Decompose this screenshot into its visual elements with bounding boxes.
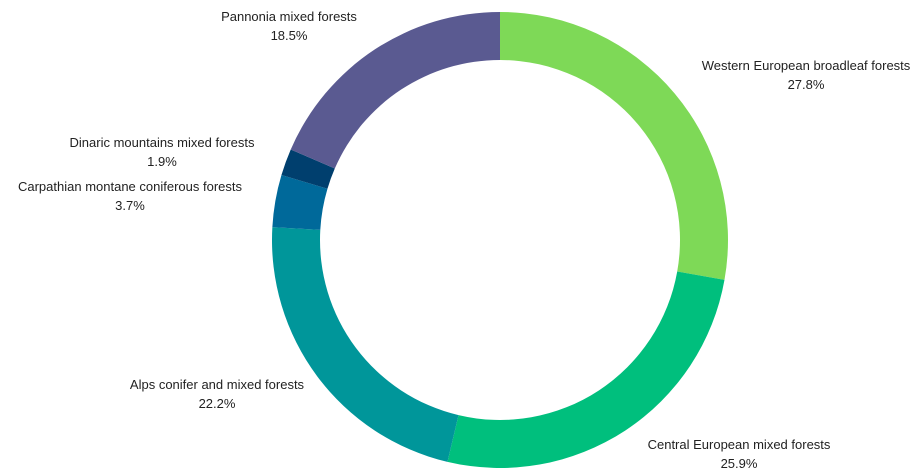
donut-slice-5[interactable] bbox=[290, 12, 500, 169]
slice-label-value-2: 22.2% bbox=[199, 396, 236, 411]
slice-label-name-4: Dinaric mountains mixed forests bbox=[70, 135, 255, 150]
slice-label-value-5: 18.5% bbox=[271, 28, 308, 43]
slice-label-value-3: 3.7% bbox=[115, 198, 145, 213]
donut-slice-3[interactable] bbox=[272, 175, 328, 230]
slice-label-value-4: 1.9% bbox=[147, 154, 177, 169]
slice-label-value-0: 27.8% bbox=[788, 77, 825, 92]
slices-layer bbox=[271, 12, 729, 469]
slice-label-value-1: 25.9% bbox=[721, 456, 758, 471]
slice-label-name-3: Carpathian montane coniferous forests bbox=[18, 179, 243, 194]
slice-label-name-1: Central European mixed forests bbox=[648, 437, 831, 452]
slice-label-name-2: Alps conifer and mixed forests bbox=[130, 377, 305, 392]
donut-slice-1[interactable] bbox=[447, 271, 725, 469]
donut-slice-2[interactable] bbox=[271, 227, 459, 462]
donut-slice-0[interactable] bbox=[500, 12, 729, 280]
labels-layer: Western European broadleaf forests 27.8% C… bbox=[18, 9, 911, 471]
slice-label-name-0: Western European broadleaf forests bbox=[702, 58, 911, 73]
slice-label-name-5: Pannonia mixed forests bbox=[221, 9, 357, 24]
donut-slice-4[interactable] bbox=[281, 149, 335, 189]
